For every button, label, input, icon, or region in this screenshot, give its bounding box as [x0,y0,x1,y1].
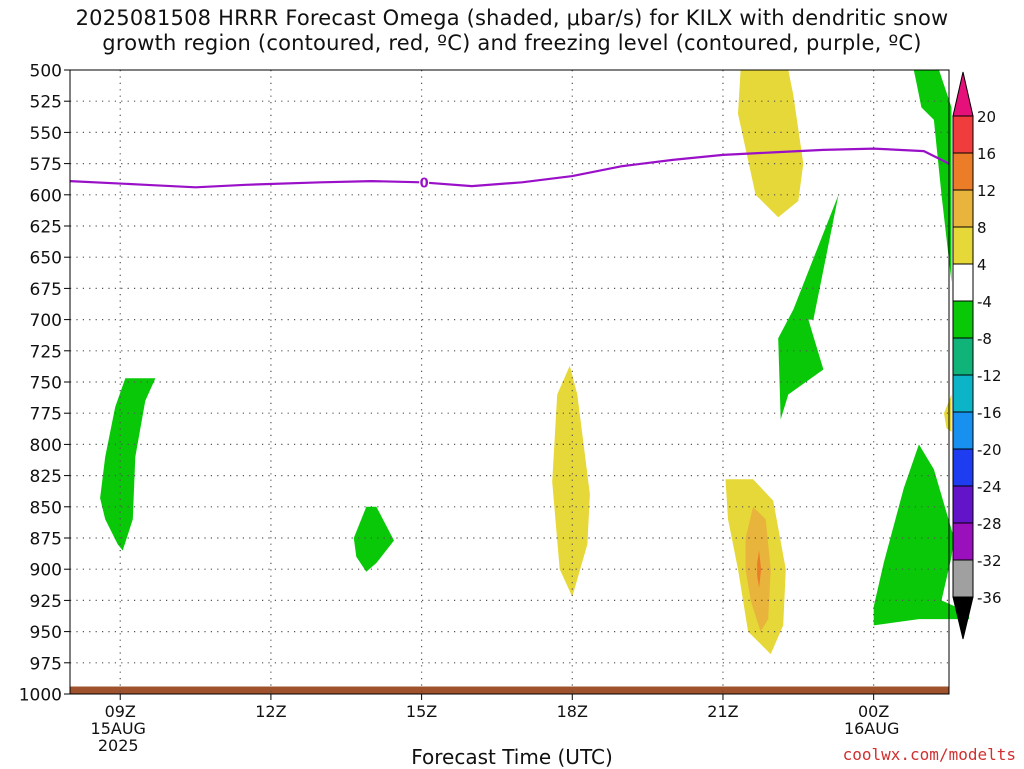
colorbar-bottom-arrow [952,596,974,640]
y-tick-label: 850 [30,498,62,518]
y-tick-label: 900 [30,561,62,581]
colorbar-label: 8 [977,219,987,237]
x-tick-sublabel: 15AUG [91,719,146,738]
colorbar-segment [952,263,974,302]
colorbar-label: -20 [977,441,1002,459]
plot-area [70,70,949,694]
colorbar-label: -12 [977,367,1002,385]
colorbar-segment [952,522,974,561]
y-tick-label: 925 [30,592,62,612]
y-tick-label: 575 [30,155,62,175]
y-tick-label: 550 [30,124,62,144]
colorbar-label: 16 [977,145,996,163]
y-tick-label: 650 [30,249,62,269]
omega-region-5 [552,365,590,597]
y-tick-label: 500 [30,62,62,82]
colorbar-label: 20 [977,108,996,126]
y-tick-label: 825 [30,467,62,487]
colorbar-label: 4 [977,256,987,274]
y-tick-label: 700 [30,311,62,331]
colorbar-label: -24 [977,478,1002,496]
chart-title-line2: growth region (contoured, red, ºC) and f… [102,31,922,55]
colorbar-segment [952,189,974,228]
colorbar-segment [952,559,974,598]
colorbar-segment [952,448,974,487]
colorbar-label: -8 [977,330,992,348]
colorbar-segment [952,337,974,376]
x-tick-label: 21Z [707,702,738,721]
colorbar-label: 12 [977,182,996,200]
omega-region-9 [757,550,762,588]
colorbar-label: -36 [977,589,1002,607]
y-tick-label: 800 [30,436,62,456]
x-tick-sublabel: 16AUG [844,719,899,738]
colorbar-segment [952,152,974,191]
colorbar-label: -16 [977,404,1002,422]
colorbar-segment [952,411,974,450]
watermark: coolwx.com/modelts [842,745,1016,764]
y-tick-label: 675 [30,280,62,300]
omega-region-3 [873,444,970,626]
freezing-level-label: 0 [420,176,429,191]
omega-regions [100,70,970,655]
x-tick-sublabel: 2025 [98,736,139,755]
x-tick-label: 09Z [105,702,136,721]
surface-strip-bar [70,686,949,694]
colorbar-label: -32 [977,552,1002,570]
y-tick-label: 875 [30,530,62,550]
x-tick-label: 18Z [557,702,588,721]
colorbar-segment [952,115,974,154]
x-tick-label: 12Z [255,702,286,721]
colorbar-label: -4 [977,293,992,311]
y-tick-label: 625 [30,218,62,238]
chart-title-line1: 2025081508 HRRR Forecast Omega (shaded, … [75,6,949,30]
y-tick-label: 775 [30,405,62,425]
y-axis: 500 525 550 575 600 625 650 675 700 725 750 775 800 8… [19,62,70,706]
freezing-level-line [69,147,950,189]
x-tick-label: 15Z [406,702,437,721]
omega-region-2 [778,194,839,420]
y-tick-label: 750 [30,374,62,394]
omega-region-1 [353,506,394,572]
omega-region-6 [738,70,804,218]
freezing-label-bg [419,174,430,190]
freezing-level: 0 [69,147,950,191]
y-tick-label: 1000 [19,686,62,706]
surface-strip [70,686,949,694]
x-axis-title: Forecast Time (UTC) [411,745,613,769]
y-tick-label: 600 [30,186,62,206]
colorbar-label: -28 [977,515,1002,533]
y-tick-label: 725 [30,342,62,362]
omega-region-4 [913,70,952,283]
y-tick-label: 525 [30,93,62,113]
colorbar-segment [952,300,974,339]
x-tick-label: 00Z [858,702,889,721]
colorbar-segment [952,226,974,265]
y-tick-label: 975 [30,654,62,674]
colorbar: 20 16 12 8 4 -4 -8 -12 -16 -20 -24 -28 -32 -36 [952,71,1002,640]
omega-region-0 [100,378,156,551]
y-tick-label: 950 [30,623,62,643]
colorbar-segment [952,485,974,524]
colorbar-segment [952,374,974,413]
colorbar-top-arrow [952,71,974,117]
